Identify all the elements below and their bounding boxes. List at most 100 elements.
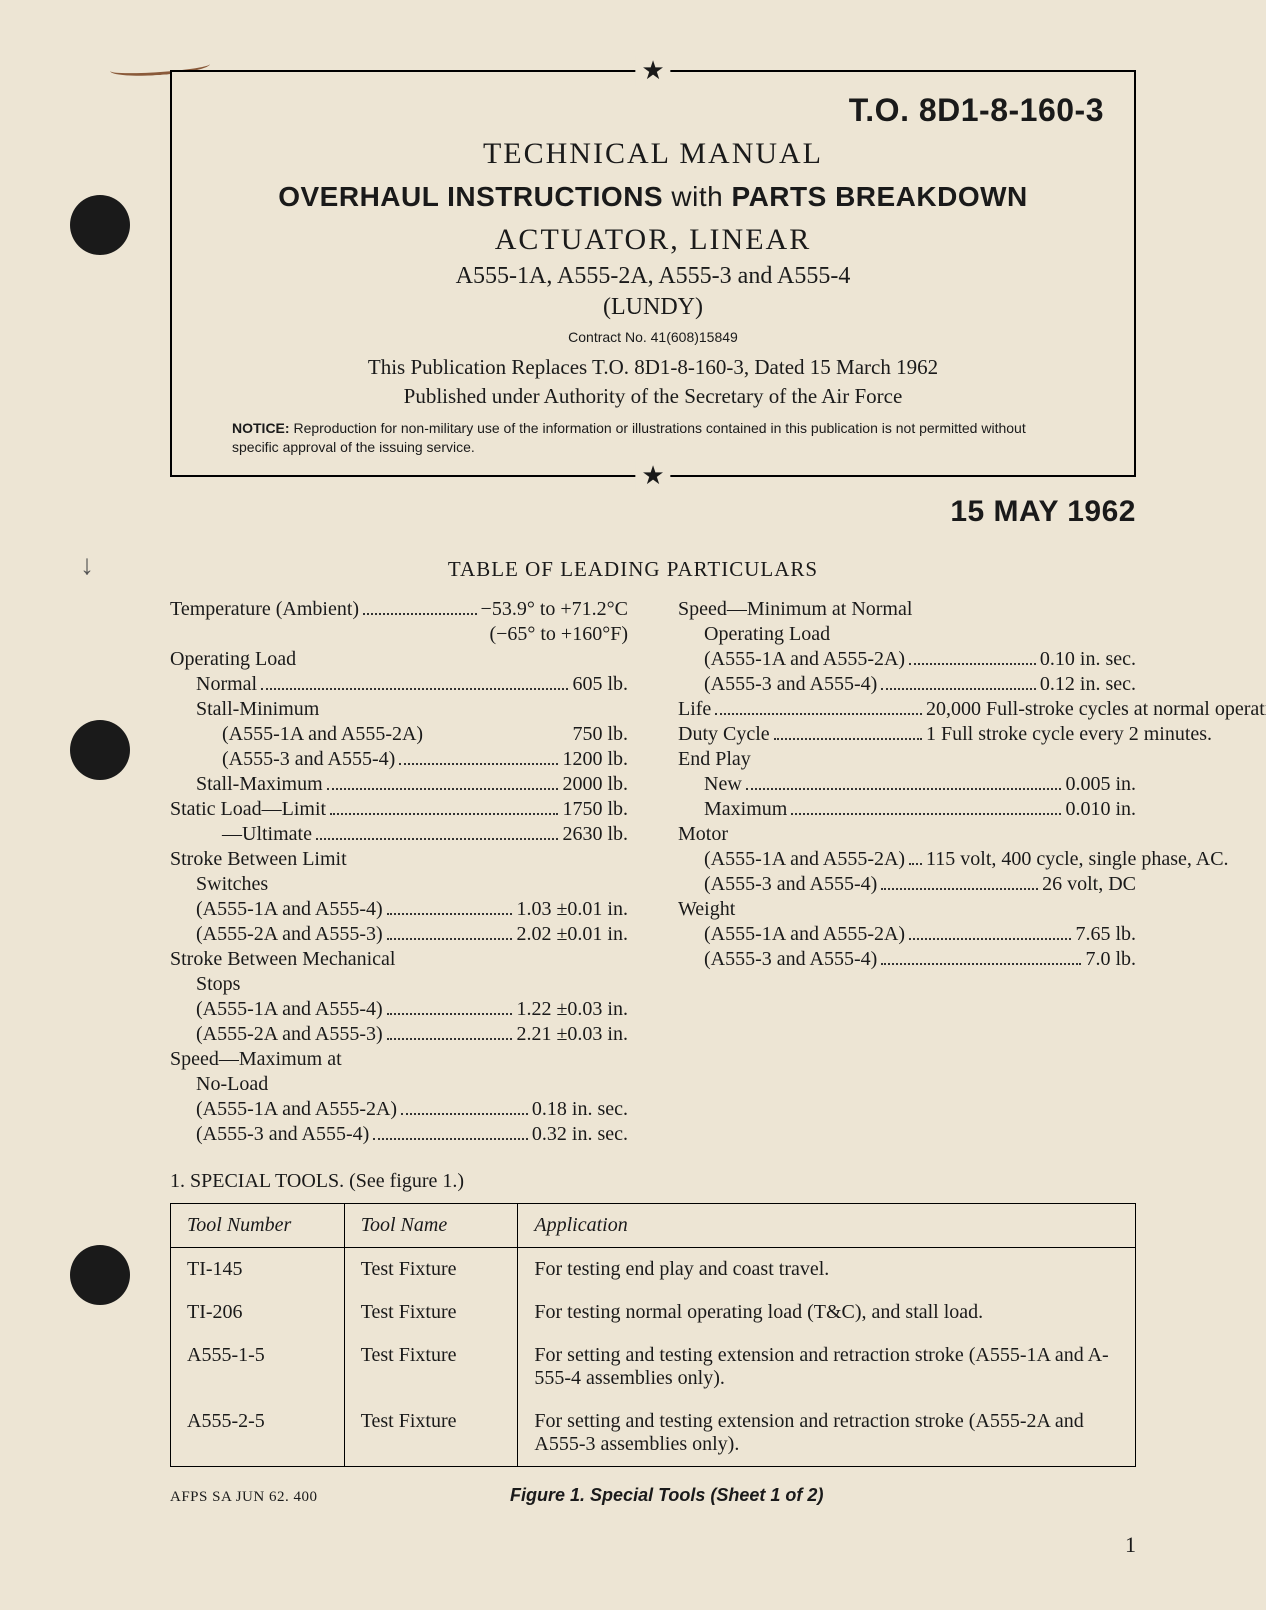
particulars-row: Speed—Maximum at — [170, 1048, 628, 1071]
particulars-right-column: Speed—Minimum at NormalOperating Load(A5… — [678, 596, 1136, 1148]
particulars-value: 605 lb. — [572, 673, 628, 696]
leader-dots — [387, 1024, 513, 1040]
particulars-label: (A555-3 and A555-4) — [678, 673, 877, 696]
particulars-value: 26 volt, DC — [1042, 873, 1136, 896]
table-cell: For setting and testing extension and re… — [518, 1334, 1136, 1400]
leader-dots — [909, 924, 1071, 940]
leader-dots — [909, 649, 1036, 665]
particulars-value: 1750 lb. — [562, 798, 628, 821]
particulars-label: No-Load — [170, 1073, 268, 1096]
particulars-label: Life — [678, 698, 711, 721]
particulars-label: Switches — [170, 873, 268, 896]
leader-dots — [316, 824, 558, 840]
print-code: AFPS SA JUN 62. 400 — [170, 1489, 317, 1506]
table-cell: For testing normal operating load (T&C),… — [518, 1291, 1136, 1334]
particulars-value: 750 lb. — [572, 723, 628, 746]
leader-dots — [261, 674, 568, 690]
particulars-row: Stops — [170, 973, 628, 996]
contract-number: Contract No. 41(608)15849 — [202, 329, 1104, 345]
particulars-label: End Play — [678, 748, 751, 771]
particulars-label: (A555-3 and A555-4) — [678, 948, 877, 971]
leader-dots — [732, 826, 1132, 840]
particulars-row: (A555-1A and A555-2A)0.18 in. sec. — [170, 1098, 628, 1121]
particulars-label: (A555-1A and A555-4) — [170, 998, 383, 1021]
leader-dots — [739, 901, 1132, 915]
particulars-row: No-Load — [170, 1073, 628, 1096]
to-number: T.O. 8D1-8-160-3 — [202, 92, 1104, 129]
particulars-label: Motor — [678, 823, 728, 846]
particulars-row: New0.005 in. — [678, 773, 1136, 796]
punch-hole — [70, 720, 130, 780]
particulars-row: Static Load—Limit1750 lb. — [170, 798, 628, 821]
leader-dots — [330, 799, 558, 815]
particulars-value: 7.0 lb. — [1085, 948, 1136, 971]
particulars-row: Stroke Between Limit — [170, 848, 628, 871]
particulars-row: Normal 605 lb. — [170, 673, 628, 696]
particulars-label: Normal — [170, 673, 257, 696]
particulars-label: New — [678, 773, 742, 796]
particulars-row: Operating Load — [678, 623, 1136, 646]
title-technical-manual: TECHNICAL MANUAL — [202, 137, 1104, 171]
table-cell: A555-2-5 — [171, 1400, 345, 1467]
table-header-row: Tool Number Tool Name Application — [171, 1203, 1136, 1247]
title-overhaul-a: OVERHAUL INSTRUCTIONS — [278, 181, 671, 212]
particulars-row: End Play — [678, 748, 1136, 771]
title-actuator: ACTUATOR, LINEAR — [202, 223, 1104, 257]
leader-dots — [244, 976, 624, 990]
particulars-label: —Ultimate — [170, 823, 312, 846]
table-cell: Test Fixture — [344, 1291, 518, 1334]
page-footer: AFPS SA JUN 62. 400 Figure 1. Special To… — [170, 1485, 1136, 1506]
leader-dots — [881, 674, 1036, 690]
particulars-row: Stall-Maximum2000 lb. — [170, 773, 628, 796]
title-box: ★ T.O. 8D1-8-160-3 TECHNICAL MANUAL OVER… — [170, 70, 1136, 477]
particulars-row: Operating Load — [170, 648, 628, 671]
particulars-row: (A555-1A and A555-4) 1.22 ±0.03 in. — [170, 998, 628, 1021]
col-application: Application — [518, 1203, 1136, 1247]
leader-dots — [909, 849, 922, 865]
particulars-left-column: Temperature (Ambient)−53.9° to +71.2°C(−… — [170, 596, 628, 1148]
leader-dots — [881, 949, 1081, 965]
particulars-label: Weight — [678, 898, 735, 921]
particulars-row: (A555-2A and A555-3)2.02 ±0.01 in. — [170, 923, 628, 946]
punch-hole — [70, 1245, 130, 1305]
table-cell: Test Fixture — [344, 1334, 518, 1400]
leader-dots — [300, 651, 624, 665]
leader-dots — [363, 599, 476, 615]
margin-mark: ↓ — [80, 550, 90, 580]
particulars-label: (A555-3 and A555-4) — [170, 1123, 369, 1146]
particulars-label: (A555-2A and A555-3) — [170, 923, 383, 946]
model-numbers: A555-1A, A555-2A, A555-3 and A555-4 — [202, 263, 1104, 290]
page-number: 1 — [30, 1532, 1136, 1558]
table-cell: Test Fixture — [344, 1247, 518, 1291]
star-icon: ★ — [635, 56, 670, 86]
title-with: with — [671, 181, 723, 212]
particulars-value: 1.22 ±0.03 in. — [516, 998, 628, 1021]
particulars-value: 2630 lb. — [562, 823, 628, 846]
particulars-label: Stall-Minimum — [170, 698, 319, 721]
particulars-row: (A555-3 and A555-4)26 volt, DC — [678, 873, 1136, 896]
col-tool-name: Tool Name — [344, 1203, 518, 1247]
particulars-value: 115 volt, 400 cycle, single phase, AC. — [926, 848, 1136, 871]
particulars-label: Stroke Between Limit — [170, 848, 347, 871]
star-icon: ★ — [635, 461, 670, 491]
particulars-label: Operating Load — [678, 623, 830, 646]
page: ↓ ★ T.O. 8D1-8-160-3 TECHNICAL MANUAL OV… — [30, 20, 1236, 1580]
punch-hole — [70, 195, 130, 255]
particulars-value: 0.32 in. sec. — [532, 1123, 628, 1146]
leader-dots — [272, 876, 624, 890]
particulars-row: (A555-3 and A555-4)1200 lb. — [170, 748, 628, 771]
table-cell: TI-145 — [171, 1247, 345, 1291]
leader-dots — [401, 1099, 528, 1115]
col-tool-number: Tool Number — [171, 1203, 345, 1247]
particulars-label: Maximum — [678, 798, 787, 821]
particulars-value: 1 Full stroke cycle every 2 minutes. — [926, 723, 1136, 746]
leader-dots — [387, 924, 513, 940]
table-cell: For testing end play and coast travel. — [518, 1247, 1136, 1291]
notice: NOTICE: Reproduction for non-military us… — [232, 419, 1074, 457]
particulars-row: (A555-3 and A555-4) 0.32 in. sec. — [170, 1123, 628, 1146]
particulars-row: Life20,000 Full-stroke cycles at normal … — [678, 698, 1136, 721]
particulars-row: (A555-1A and A555-4)1.03 ±0.01 in. — [170, 898, 628, 921]
particulars-row: Switches — [170, 873, 628, 896]
particulars-value: 0.12 in. sec. — [1040, 673, 1136, 696]
particulars-label: (A555-2A and A555-3) — [170, 1023, 383, 1046]
